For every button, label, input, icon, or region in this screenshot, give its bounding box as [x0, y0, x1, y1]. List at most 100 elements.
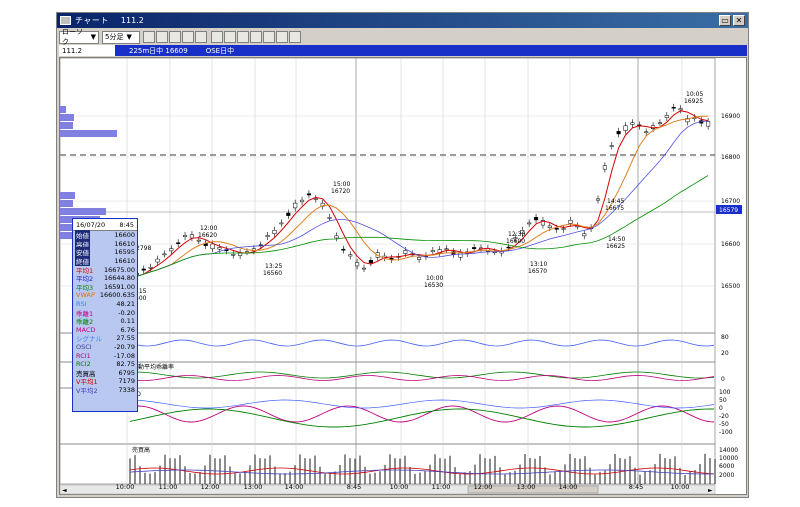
panel-row: RCI1 -17.08 — [73, 351, 137, 360]
candle-body — [313, 198, 318, 200]
price-axis-label: 16500 — [721, 283, 740, 290]
panel-time: 8:45 — [119, 220, 134, 229]
window-title: チャート — [75, 16, 109, 25]
line-icon[interactable] — [169, 31, 181, 43]
candle-body — [685, 118, 690, 123]
pen-icon[interactable] — [263, 31, 275, 43]
panel-row: 平均1 16675.00 — [73, 265, 137, 275]
compare-icon[interactable] — [195, 31, 207, 43]
panel-row: RCI2 82.75 — [73, 360, 137, 369]
rsi-tick: 80 — [721, 334, 729, 341]
restore-button[interactable]: ▭ — [719, 15, 731, 26]
kairi1-line — [129, 375, 715, 381]
panel-row-value: 48.21 — [116, 300, 135, 309]
macd-tick: 50 — [719, 397, 727, 404]
candle-body — [678, 108, 683, 111]
volume-profile-bar — [60, 122, 73, 129]
panel-row-label: 始値 — [75, 230, 90, 241]
panel-row-value: 16600 — [114, 231, 135, 240]
candle-body — [148, 266, 153, 269]
time-axis-label: 12:00 — [473, 483, 493, 491]
time-axis-label: 11:00 — [158, 483, 178, 491]
candle-body — [334, 235, 339, 239]
interval-select[interactable]: 5分足 ▼ — [102, 30, 140, 44]
candle-body — [513, 237, 518, 240]
current-price-label: 16579 — [719, 207, 738, 214]
bar-icon[interactable] — [156, 31, 168, 43]
candle-body — [176, 242, 181, 244]
kairi2-line — [129, 371, 715, 379]
volume-icon[interactable] — [182, 31, 194, 43]
chart-area[interactable]: 16900 16800 16700 16600 16500 16579 12:00 16620… — [59, 57, 747, 495]
time-axis-label: 13:00 — [516, 483, 536, 491]
chart-svg[interactable]: 16900168001670016600165001657912:0016620… — [60, 58, 748, 496]
print-icon[interactable] — [276, 31, 288, 43]
window-code: 111.2 — [120, 16, 144, 25]
panel-row-label: 安値 — [75, 247, 90, 258]
scroll-right-icon: ► — [708, 487, 713, 494]
cursor-icon[interactable] — [237, 31, 249, 43]
volume-profile-bar — [60, 192, 75, 199]
candle-body — [602, 165, 607, 170]
panel-row-label: MACD — [76, 325, 96, 334]
draw-icon[interactable] — [250, 31, 262, 43]
panel-row-label: V平均1 — [76, 378, 98, 387]
annotation-price: 16925 — [684, 98, 703, 105]
panel-row-label: 平均3 — [76, 283, 94, 292]
annotation-price: 16560 — [263, 270, 282, 277]
candle-body — [355, 262, 360, 267]
candle-body — [348, 254, 353, 257]
candle-body — [671, 107, 676, 109]
panel-row-label: 平均1 — [76, 266, 94, 275]
candle-body — [141, 268, 146, 271]
help-icon[interactable] — [289, 31, 301, 43]
zoom-icon[interactable] — [211, 31, 223, 43]
rsi-tick: 20 — [721, 350, 729, 357]
panel-date: 16/07/20 — [76, 220, 106, 229]
chart-type-select[interactable]: ローソク ▼ — [59, 28, 99, 46]
panel-row-value: 27.55 — [116, 334, 135, 343]
close-button[interactable]: ✕ — [733, 15, 745, 26]
panel-row-label: 売買高 — [76, 369, 96, 378]
data-info-panel: 16/07/20 8:45 始値 16600 高値 16610 安値 16595 終値 166… — [72, 218, 138, 412]
info-bar: 111.2 225m日中 16609 OSE日中 — [59, 45, 747, 56]
scroll-left-icon: ◄ — [62, 487, 67, 494]
panel-row-label: 終値 — [75, 256, 90, 267]
candle-body — [231, 254, 236, 256]
annotation-time: 12:30 — [508, 231, 525, 238]
candle-body — [430, 250, 435, 252]
annotation-time: 13:10 — [530, 261, 547, 268]
macd-line — [129, 399, 715, 409]
panel-row-label: OSCI — [76, 343, 92, 352]
title-bar[interactable]: チャート 111.2 ▭ ✕ — [57, 13, 748, 28]
volume-tick: 6000 — [719, 463, 734, 470]
candle-body — [361, 267, 367, 270]
panel-row-label: 高値 — [75, 238, 90, 249]
candle-body — [272, 229, 277, 234]
panel-row-value: 16600.635 — [99, 291, 135, 300]
macd-tick: 0 — [719, 405, 723, 412]
panel-row: V平均1 7179 — [73, 377, 137, 386]
candle-body — [293, 202, 298, 209]
time-axis: 10:00 11:00 12:00 13:00 14:00 8:45 10:00 11:00 1… — [58, 483, 748, 495]
panel-row-value: -17.08 — [114, 351, 135, 360]
panel-row: MACD 6.76 — [73, 326, 137, 335]
panel-row: 平均2 16644.80 — [73, 274, 137, 283]
candle-body — [341, 248, 346, 251]
time-axis-label: 10:00 — [389, 483, 409, 491]
horizontal-scrollbar — [60, 484, 716, 495]
annotation-time: 10:00 — [426, 275, 443, 282]
panel-row: 高値 16610 — [73, 238, 137, 249]
pane-frame — [60, 443, 716, 485]
symbol-code[interactable]: 111.2 — [59, 45, 115, 56]
panel-row-value: -20.79 — [114, 343, 135, 352]
rsi-line — [129, 339, 715, 347]
panel-row-label: 平均2 — [76, 275, 94, 284]
panel-row: 始値 16600 — [73, 230, 137, 241]
partial-label: 500 — [135, 295, 147, 302]
chevron-down-icon: ▼ — [126, 33, 132, 41]
trend-icon[interactable] — [224, 31, 236, 43]
candle-body — [630, 122, 635, 125]
volume-avg2-line — [129, 469, 714, 475]
candle-icon[interactable] — [143, 31, 155, 43]
